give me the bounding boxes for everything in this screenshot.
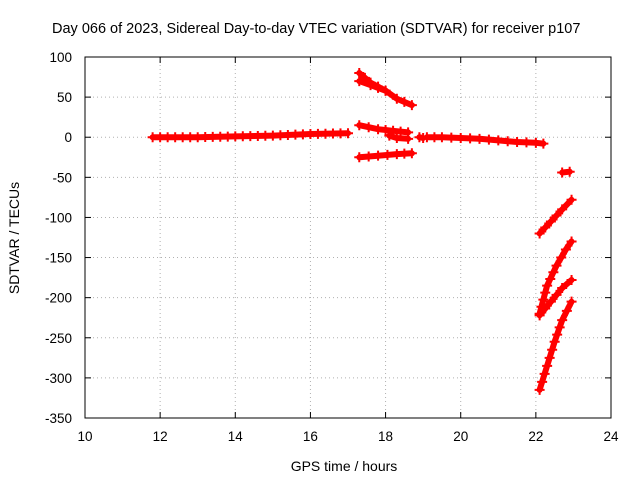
- plot-frame: [84, 56, 612, 419]
- y-tick-label: 100: [49, 50, 72, 65]
- data-arc: [147, 128, 353, 143]
- data-arc: [354, 148, 417, 163]
- plus-markers: [534, 275, 577, 321]
- y-tick-label: 0: [64, 130, 72, 145]
- data-arc: [354, 76, 391, 96]
- data-arc: [534, 296, 577, 395]
- plus-markers: [354, 76, 391, 96]
- y-tick-label: -150: [45, 251, 72, 266]
- y-tick-label: -50: [52, 170, 72, 185]
- y-tick-label: -200: [45, 291, 72, 306]
- data-series: [147, 68, 577, 395]
- x-tick-label: 18: [378, 429, 393, 444]
- plus-markers: [534, 194, 577, 239]
- data-arc: [421, 132, 549, 149]
- data-arc: [534, 236, 577, 319]
- plus-markers: [557, 166, 575, 178]
- y-tick-label: -100: [45, 210, 72, 225]
- x-tick-label: 10: [77, 429, 92, 444]
- plus-markers: [354, 120, 414, 138]
- axis-ticks: 10 12 14 16 18 20 22 24 100 50 0 -50 -100 -150 -200 -25…: [45, 50, 619, 444]
- data-arc: [534, 194, 577, 239]
- x-tick-label: 14: [228, 429, 244, 444]
- plus-markers: [384, 130, 414, 144]
- y-axis-label: SDTVAR / TECUs: [6, 182, 22, 294]
- grid: [85, 57, 611, 418]
- x-axis-label: GPS time / hours: [291, 458, 398, 474]
- plus-markers: [147, 128, 353, 143]
- y-tick-label: -250: [45, 331, 72, 346]
- data-arc: [384, 130, 414, 144]
- x-tick-label: 22: [528, 429, 543, 444]
- y-tick-label: -350: [45, 411, 72, 426]
- plus-markers: [534, 296, 577, 395]
- data-arc: [354, 120, 414, 138]
- data-arc: [557, 166, 575, 178]
- plus-markers: [354, 148, 417, 163]
- data-arc: [534, 275, 577, 321]
- y-tick-label: -300: [45, 371, 72, 386]
- plus-markers: [414, 132, 429, 144]
- x-tick-label: 16: [303, 429, 318, 444]
- x-tick-label: 24: [603, 429, 619, 444]
- plus-markers: [421, 132, 549, 149]
- chart-title: Day 066 of 2023, Sidereal Day-to-day VTE…: [52, 21, 580, 37]
- y-tick-label: 50: [57, 90, 72, 105]
- x-tick-label: 12: [153, 429, 168, 444]
- x-tick-label: 20: [453, 429, 468, 444]
